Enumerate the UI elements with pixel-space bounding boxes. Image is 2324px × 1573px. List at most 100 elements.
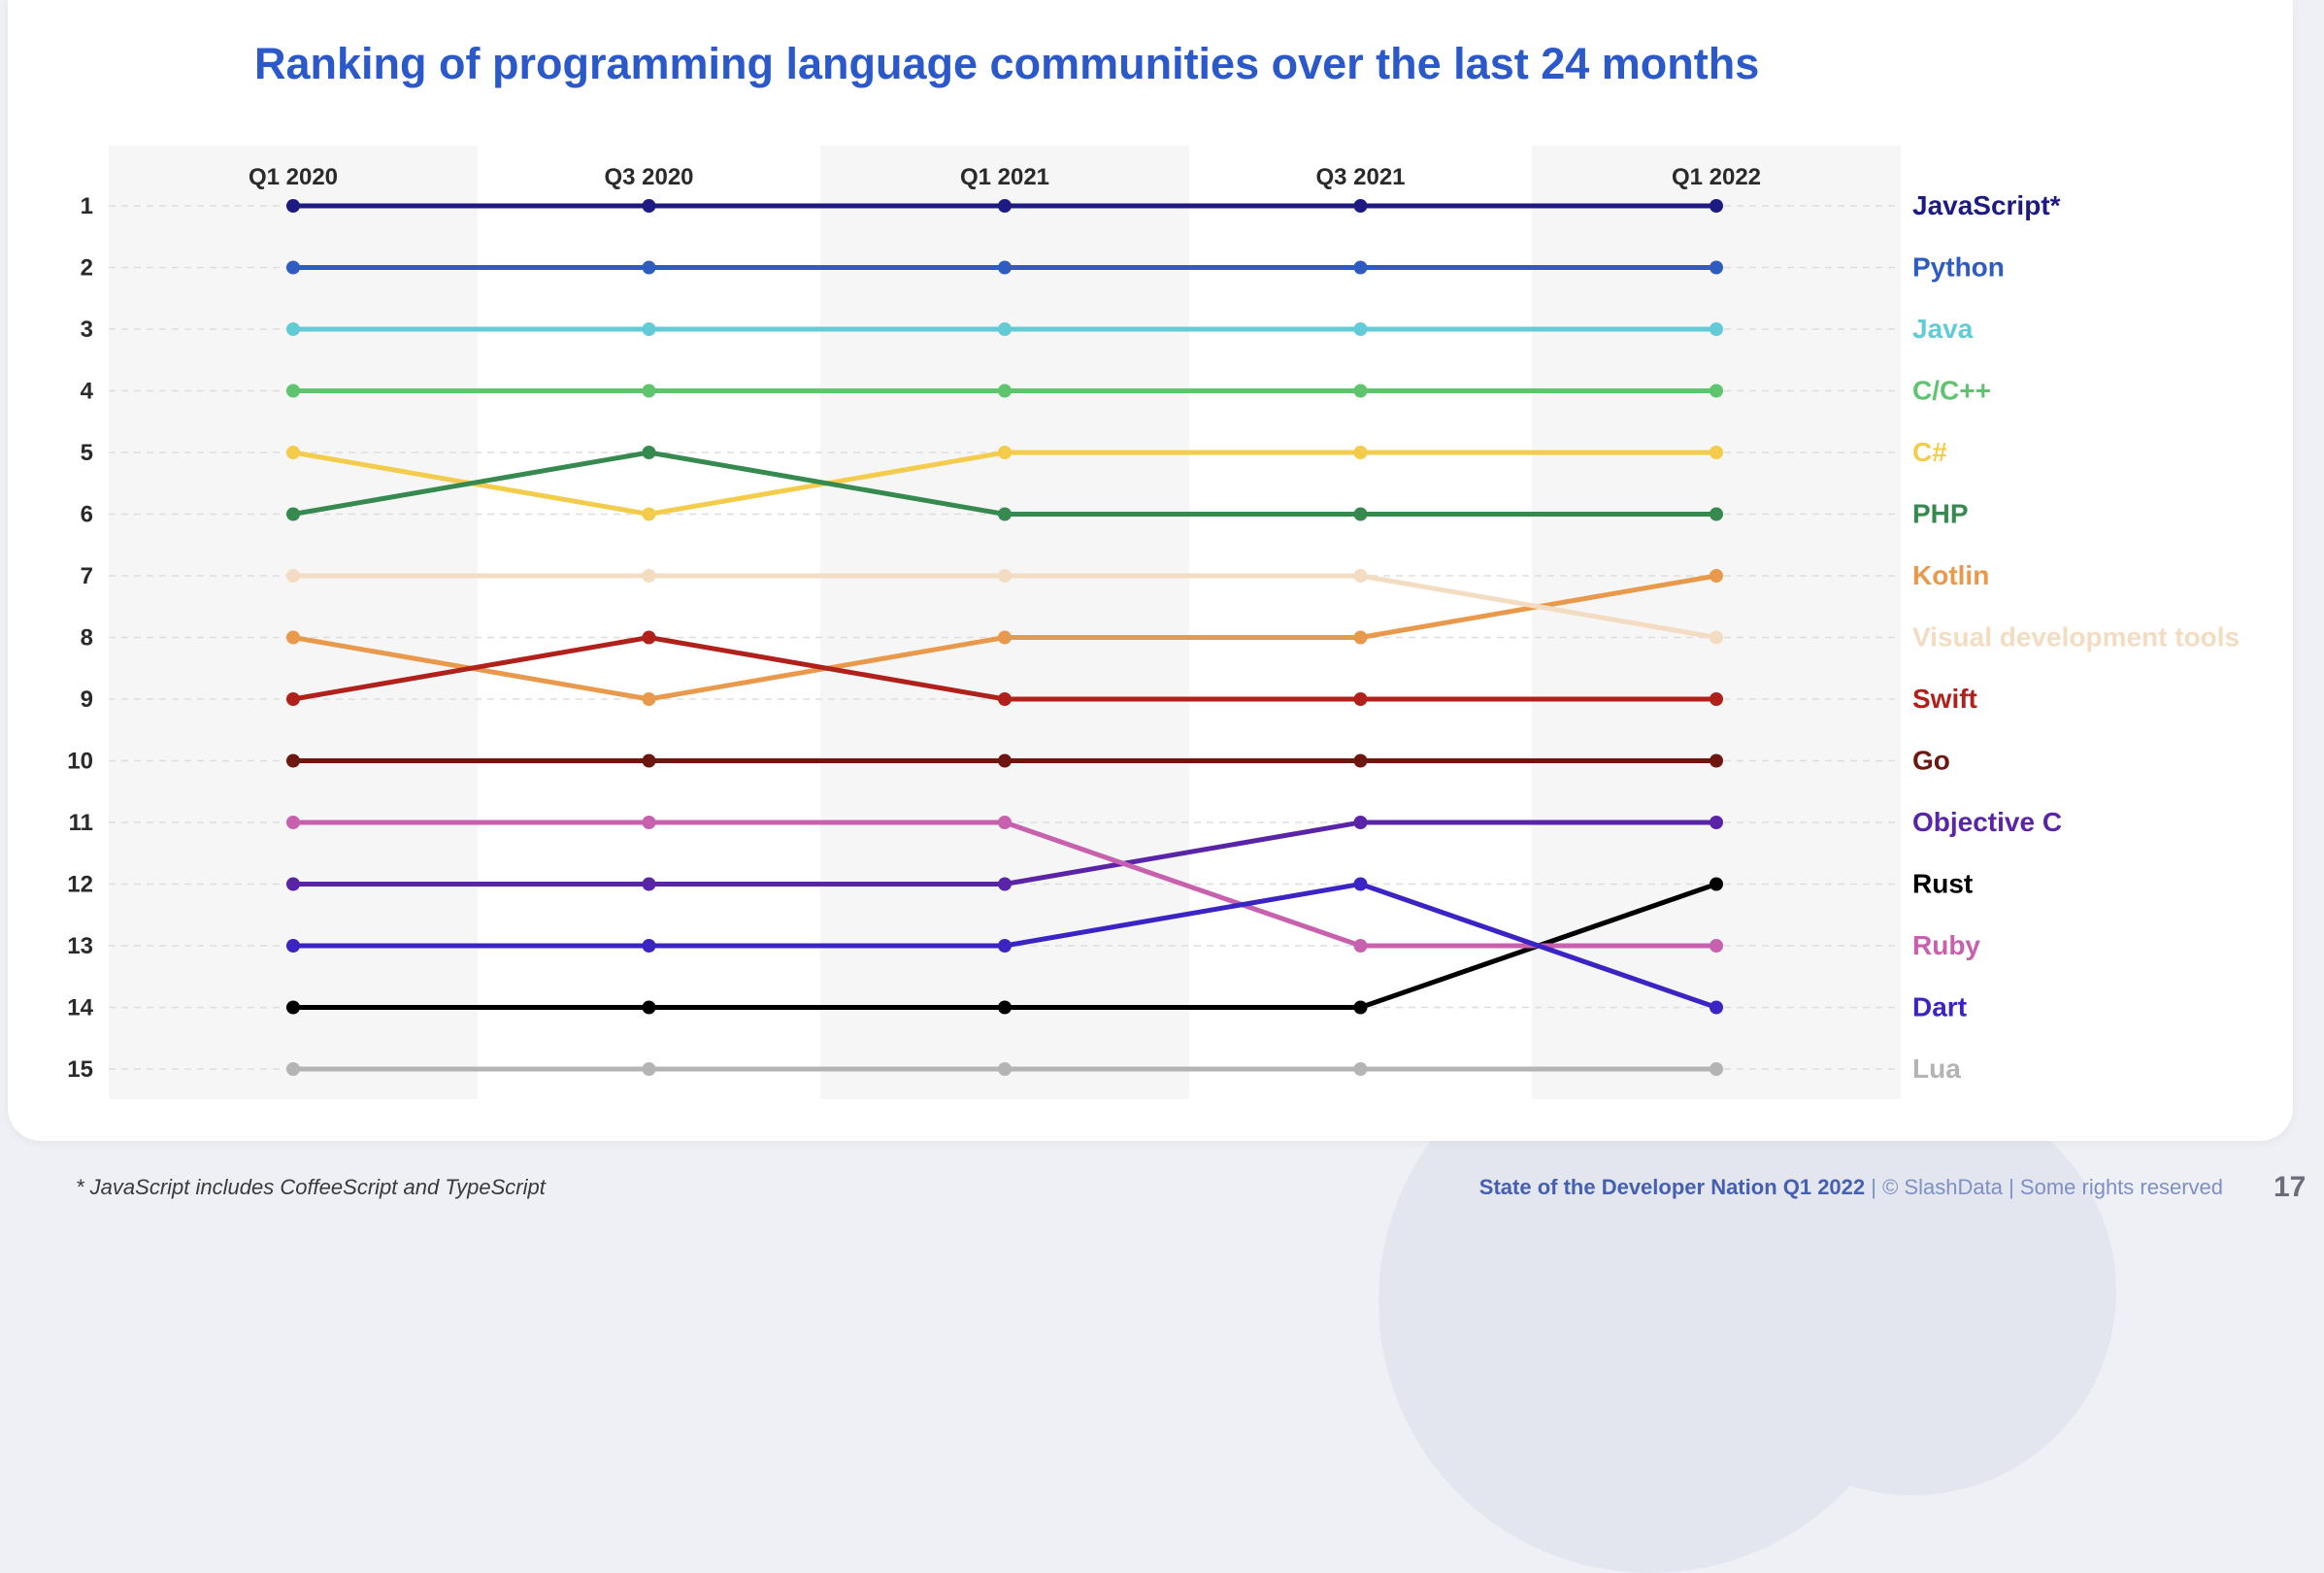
legend-label: Lua — [1912, 1054, 1961, 1084]
data-point — [286, 446, 300, 459]
period-label: Q3 2021 — [1315, 164, 1405, 190]
series-c-c — [286, 384, 1723, 398]
data-point — [1710, 384, 1723, 398]
series-lua — [286, 1062, 1723, 1076]
data-point — [642, 322, 656, 336]
credit-copyright: © SlashData — [1882, 1175, 2003, 1199]
chart-title: Ranking of programming language communit… — [254, 39, 1760, 88]
legend-label: PHP — [1912, 499, 1969, 529]
rank-label: 6 — [81, 502, 93, 528]
period-label: Q1 2020 — [249, 164, 338, 190]
data-point — [1710, 939, 1723, 953]
data-point — [642, 1000, 656, 1015]
legend-label: Rust — [1912, 869, 1973, 899]
data-point — [1710, 630, 1723, 645]
data-point — [286, 939, 300, 953]
rank-label: 12 — [67, 872, 93, 898]
data-point — [1710, 322, 1723, 336]
series-dart — [286, 877, 1723, 1015]
data-point — [642, 630, 656, 645]
data-point — [1710, 816, 1723, 829]
legend-label: Objective C — [1912, 807, 2062, 837]
legend-label: Ruby — [1912, 930, 1980, 960]
rank-label: 14 — [67, 995, 93, 1021]
data-point — [1353, 816, 1368, 829]
data-point — [1710, 569, 1723, 583]
legend-label: Kotlin — [1912, 560, 1989, 590]
data-point — [286, 630, 300, 645]
data-point — [1710, 692, 1723, 706]
data-point — [998, 446, 1012, 459]
data-point — [1710, 199, 1723, 213]
legend-label: C/C++ — [1912, 376, 1991, 406]
column-band — [820, 146, 1189, 1099]
data-point — [1353, 939, 1368, 953]
rank-label: 1 — [81, 193, 93, 219]
data-point — [286, 816, 300, 829]
data-point — [286, 692, 300, 706]
credit-separator: | — [2009, 1175, 2014, 1199]
data-point — [642, 877, 656, 891]
data-point — [1353, 322, 1368, 336]
legend-label: Visual development tools — [1912, 622, 2240, 653]
data-point — [998, 199, 1012, 213]
series-php — [286, 446, 1723, 521]
period-axis-labels: Q1 2020 Q3 2020 Q1 2021 Q3 2021 Q1 2022 — [249, 164, 1761, 190]
data-point — [998, 569, 1012, 583]
data-point — [642, 1062, 656, 1076]
data-point — [998, 630, 1012, 645]
data-point — [1710, 507, 1723, 521]
legend-label: Dart — [1912, 992, 1967, 1022]
data-point — [1353, 1062, 1368, 1076]
data-point — [286, 753, 300, 768]
series-visual-development-tools — [286, 569, 1723, 645]
rank-label: 9 — [81, 686, 93, 713]
data-point — [642, 507, 656, 521]
data-point — [998, 322, 1012, 336]
credit-rights: Some rights reserved — [2019, 1175, 2223, 1199]
data-point — [1710, 260, 1723, 275]
data-point — [998, 384, 1012, 398]
period-label: Q1 2022 — [1672, 164, 1761, 190]
data-point — [998, 692, 1012, 706]
data-point — [998, 816, 1012, 829]
rank-label: 13 — [67, 933, 93, 959]
rank-label: 10 — [67, 749, 93, 775]
data-point — [286, 877, 300, 891]
legend-label: Java — [1912, 314, 1974, 344]
data-point — [286, 507, 300, 521]
series-rust — [286, 877, 1723, 1015]
data-point — [1710, 446, 1723, 459]
data-point — [286, 569, 300, 583]
data-point — [642, 384, 656, 398]
data-point — [998, 753, 1012, 768]
data-point — [1353, 569, 1368, 583]
data-point — [642, 569, 656, 583]
column-band — [109, 146, 478, 1099]
data-point — [642, 260, 656, 275]
period-label: Q1 2021 — [960, 164, 1049, 190]
series-c — [286, 446, 1723, 521]
series-javascript — [286, 199, 1723, 213]
rank-label: 7 — [81, 563, 93, 589]
data-point — [1353, 446, 1368, 459]
legend-label: Python — [1912, 252, 2005, 283]
data-point — [1710, 753, 1723, 768]
data-point — [1353, 877, 1368, 891]
rank-label: 3 — [81, 317, 93, 343]
data-point — [1710, 877, 1723, 891]
page-number: 17 — [2274, 1171, 2307, 1203]
rank-label: 2 — [81, 255, 93, 282]
series-objective-c — [286, 816, 1723, 891]
legend-label: JavaScript* — [1912, 190, 2061, 220]
column-band — [1532, 146, 1901, 1099]
series-ruby — [286, 816, 1723, 953]
data-point — [286, 1000, 300, 1015]
data-point — [1353, 260, 1368, 275]
legend-label: Go — [1912, 746, 1950, 776]
series-python — [286, 260, 1723, 275]
data-point — [998, 1000, 1012, 1015]
rank-label: 11 — [69, 810, 93, 836]
series-swift — [286, 630, 1723, 706]
